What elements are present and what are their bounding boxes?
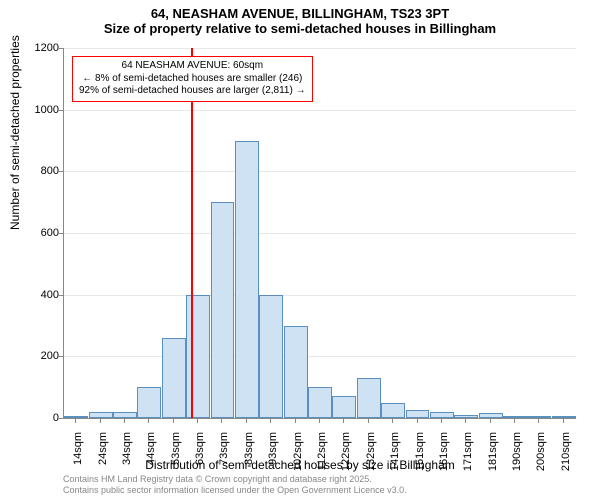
- x-tick-mark: [368, 418, 369, 423]
- footer-line-1: Contains HM Land Registry data © Crown c…: [63, 474, 407, 485]
- footer-line-2: Contains public sector information licen…: [63, 485, 407, 496]
- grid-line: [64, 171, 576, 172]
- y-tick-label: 800: [19, 165, 59, 177]
- histogram-bar: [211, 202, 235, 418]
- histogram-bar: [308, 387, 332, 418]
- x-tick-mark: [417, 418, 418, 423]
- y-tick-label: 600: [19, 227, 59, 239]
- histogram-bar: [357, 378, 381, 418]
- x-tick-mark: [221, 418, 222, 423]
- chart-title-sub: Size of property relative to semi-detach…: [0, 21, 600, 40]
- x-tick-mark: [441, 418, 442, 423]
- footer-credits: Contains HM Land Registry data © Crown c…: [63, 474, 407, 496]
- x-tick-mark: [538, 418, 539, 423]
- x-tick-mark: [100, 418, 101, 423]
- histogram-bar: [137, 387, 161, 418]
- reference-line: [191, 48, 193, 418]
- grid-line: [64, 110, 576, 111]
- annotation-box: 64 NEASHAM AVENUE: 60sqm← 8% of semi-det…: [72, 56, 313, 102]
- x-tick-mark: [392, 418, 393, 423]
- x-tick-mark: [514, 418, 515, 423]
- histogram-bar: [430, 412, 454, 418]
- x-tick-mark: [124, 418, 125, 423]
- y-tick-label: 1200: [19, 42, 59, 54]
- histogram-bar: [113, 412, 137, 418]
- x-tick-mark: [75, 418, 76, 423]
- y-tick-label: 200: [19, 350, 59, 362]
- grid-line: [64, 356, 576, 357]
- histogram-bar: [552, 416, 576, 418]
- x-tick-mark: [197, 418, 198, 423]
- histogram-bar: [235, 141, 259, 419]
- histogram-bar: [162, 338, 186, 418]
- x-tick-mark: [270, 418, 271, 423]
- grid-line: [64, 233, 576, 234]
- y-tick-label: 1000: [19, 104, 59, 116]
- grid-line: [64, 295, 576, 296]
- x-axis-label: Distribution of semi-detached houses by …: [0, 458, 600, 472]
- histogram-bar: [259, 295, 283, 418]
- x-tick-mark: [465, 418, 466, 423]
- histogram-bar: [284, 326, 308, 419]
- y-axis-label: Number of semi-detached properties: [8, 35, 22, 230]
- annotation-line-3: 92% of semi-detached houses are larger (…: [79, 85, 306, 98]
- x-tick-mark: [246, 418, 247, 423]
- histogram-bar: [479, 413, 503, 418]
- x-tick-mark: [295, 418, 296, 423]
- y-tick-label: 0: [19, 412, 59, 424]
- x-tick-mark: [563, 418, 564, 423]
- annotation-line-1: 64 NEASHAM AVENUE: 60sqm: [79, 60, 306, 73]
- x-tick-mark: [148, 418, 149, 423]
- histogram-bar: [186, 295, 210, 418]
- x-tick-mark: [490, 418, 491, 423]
- y-tick-label: 400: [19, 289, 59, 301]
- histogram-bar: [332, 396, 356, 418]
- x-tick-mark: [319, 418, 320, 423]
- histogram-bar: [406, 410, 430, 418]
- x-tick-mark: [343, 418, 344, 423]
- annotation-line-2: ← 8% of semi-detached houses are smaller…: [79, 73, 306, 86]
- grid-line: [64, 48, 576, 49]
- plot-area: 64 NEASHAM AVENUE: 60sqm← 8% of semi-det…: [63, 48, 576, 419]
- histogram-bar: [381, 403, 405, 418]
- chart-title-main: 64, NEASHAM AVENUE, BILLINGHAM, TS23 3PT: [0, 0, 600, 21]
- x-tick-mark: [173, 418, 174, 423]
- chart-container: 64, NEASHAM AVENUE, BILLINGHAM, TS23 3PT…: [0, 0, 600, 500]
